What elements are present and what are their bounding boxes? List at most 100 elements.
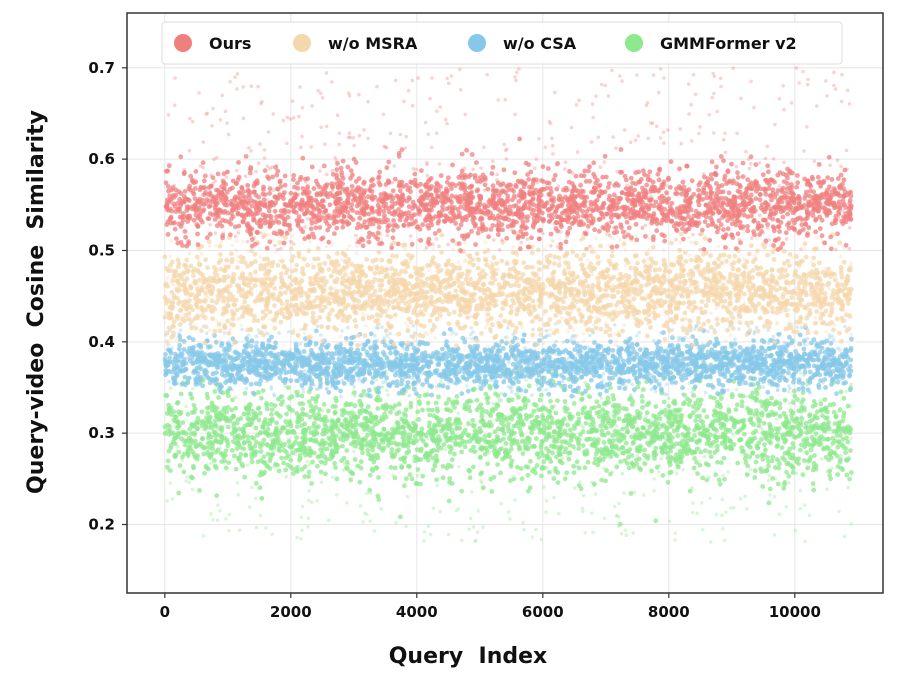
- data-point: [164, 393, 170, 399]
- data-point: [169, 386, 173, 391]
- data-point: [653, 518, 659, 524]
- data-point: [539, 392, 544, 398]
- data-point: [557, 452, 562, 457]
- data-point: [541, 422, 547, 428]
- data-point: [476, 375, 482, 381]
- data-point: [834, 433, 840, 438]
- data-point: [713, 472, 719, 478]
- data-point: [237, 426, 243, 432]
- data-point: [652, 477, 656, 481]
- data-point: [397, 514, 403, 520]
- data-point: [297, 453, 303, 458]
- data-point: [387, 404, 393, 410]
- data-point: [303, 452, 308, 458]
- data-point: [429, 407, 435, 413]
- data-point: [759, 345, 764, 350]
- data-point: [388, 409, 393, 415]
- data-point: [835, 464, 841, 470]
- data-point: [253, 344, 259, 350]
- data-point: [365, 404, 371, 410]
- data-point: [364, 409, 370, 415]
- data-point: [467, 527, 471, 531]
- data-point: [772, 494, 777, 499]
- data-point: [823, 454, 829, 460]
- data-point: [280, 399, 285, 404]
- data-point: [302, 446, 307, 452]
- data-point: [471, 444, 476, 450]
- data-point: [582, 465, 588, 471]
- data-point: [291, 395, 295, 400]
- data-point: [465, 384, 469, 388]
- data-point: [738, 437, 744, 442]
- data-point: [353, 428, 359, 433]
- data-point: [478, 442, 482, 447]
- data-point: [283, 455, 289, 461]
- data-point: [258, 449, 264, 454]
- data-point: [420, 473, 426, 479]
- data-point: [459, 488, 465, 494]
- data-point: [846, 485, 850, 490]
- data-point: [190, 463, 196, 469]
- data-point: [823, 406, 829, 412]
- data-point: [737, 393, 743, 398]
- data-point: [723, 444, 728, 449]
- data-point: [262, 419, 267, 425]
- data-point: [658, 445, 664, 451]
- data-point: [571, 470, 577, 475]
- data-point: [394, 449, 400, 454]
- data-point: [777, 405, 783, 411]
- data-point: [189, 410, 195, 415]
- data-point: [592, 340, 597, 345]
- data-point: [502, 455, 507, 459]
- data-point: [708, 394, 713, 400]
- data-point: [276, 468, 282, 474]
- data-point: [399, 416, 405, 422]
- data-point: [245, 434, 251, 440]
- data-point: [742, 431, 747, 437]
- data-point: [804, 430, 810, 435]
- data-point: [701, 426, 706, 432]
- data-point: [426, 407, 431, 413]
- data-point: [269, 402, 274, 407]
- data-point: [809, 417, 815, 423]
- data-point: [643, 404, 648, 408]
- data-point: [415, 409, 421, 415]
- data-point: [166, 431, 172, 437]
- data-point: [506, 510, 511, 514]
- data-point: [299, 440, 305, 446]
- data-point: [352, 449, 356, 454]
- data-point: [782, 479, 788, 485]
- data-point: [680, 385, 685, 391]
- data-point: [653, 414, 659, 420]
- data-point: [317, 407, 322, 412]
- data-point: [238, 452, 244, 457]
- data-point: [800, 390, 806, 396]
- data-point: [168, 468, 173, 474]
- data-point: [794, 471, 799, 476]
- data-point: [849, 436, 853, 441]
- data-point: [744, 471, 749, 476]
- data-point: [422, 530, 427, 534]
- data-point: [380, 448, 386, 453]
- data-point: [781, 347, 787, 353]
- data-point: [759, 426, 764, 431]
- data-point: [777, 459, 782, 464]
- data-point: [190, 386, 195, 391]
- data-point: [700, 475, 706, 481]
- data-point: [528, 458, 533, 464]
- data-point: [639, 394, 645, 399]
- data-point: [583, 420, 589, 426]
- data-point: [448, 408, 454, 414]
- data-point: [714, 512, 719, 517]
- data-point: [361, 424, 367, 430]
- data-point: [766, 500, 772, 506]
- data-point: [720, 497, 725, 502]
- data-point: [407, 435, 413, 441]
- data-point: [495, 412, 501, 418]
- data-point: [478, 454, 483, 460]
- data-point: [834, 391, 839, 397]
- data-point: [440, 463, 446, 469]
- data-point: [787, 432, 792, 438]
- data-point: [443, 447, 448, 452]
